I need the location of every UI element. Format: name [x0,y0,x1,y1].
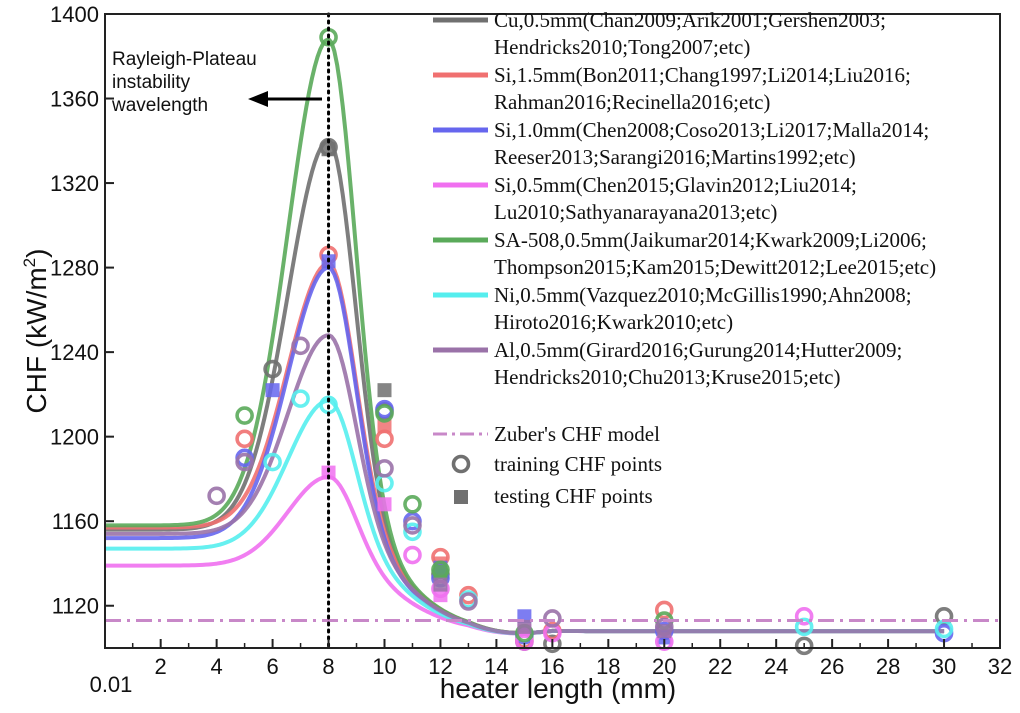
annotation-text: Rayleigh-Plateau instability wavelength [111,49,257,116]
legend-label-zuber: Zuber's CHF model [494,422,660,446]
training-point-4-2 [375,404,394,423]
y-tick-label-4: 1280 [50,256,99,281]
legend-label-3-1: Lu2010;Sathyanarayana2013;etc) [494,200,777,224]
testing-point-3-1 [377,497,392,512]
annotation-line-1: instability [112,72,191,93]
y-axis-title-sup: 2 [20,258,39,267]
training-point-6-4 [403,516,422,535]
training-point-6-3 [375,459,394,478]
training-point-3-0 [403,545,422,565]
y-tick-label-3: 1240 [50,340,99,365]
training-point-4-4 [431,560,450,580]
y-axis-title: CHF (kW/m2) [20,249,52,414]
training-point-6-1 [235,452,254,472]
testing-point-6-1 [517,619,532,634]
training-point-6-6 [543,609,562,628]
x-tick-label-3: 6 [266,654,278,679]
annotation-line-0: Rayleigh-Plateau [112,49,257,70]
legend-marker-testing [454,490,468,504]
legend-label-1-0: Si,1.5mm(Bon2011;Chang1997;Li2014;Liu201… [494,63,911,87]
training-point-0-6 [794,636,814,656]
legend-label-5-0: Ni,0.5mm(Vazquez2010;McGillis1990;Ahn200… [494,283,912,307]
legend-label-4-0: SA-508,0.5mm(Jaikumar2014;Kwark2009;Li20… [494,228,927,252]
training-point-6-2 [291,336,310,356]
x-tick-label-1: 2 [155,654,167,679]
testing-point-6-0 [433,577,448,592]
legend-label-1-1: Rahman2016;Recinella2016;etc) [494,90,770,114]
x-tick-label-8: 16 [540,654,564,679]
x-tick-label-2: 4 [211,654,223,679]
y-tick-label-7: 1400 [50,2,99,27]
training-point-5-4 [403,522,422,542]
y-tick-label-2: 1200 [50,425,99,450]
legend-marker-training [451,454,471,474]
x-tick-label-15: 30 [932,654,956,679]
y-axis-title-close: ) [21,249,52,258]
legend-label-0-0: Cu,0.5mm(Chan2009;Arik2001;Gershen2003; [494,8,886,32]
legend-label-6-0: Al,0.5mm(Girard2016;Gurung2014;Hutter200… [494,338,902,362]
annotation-arrow-head [248,91,268,107]
testing-point-0-1 [377,383,392,398]
x-tick-label-12: 24 [764,654,788,679]
legend-label-6-1: Hendricks2010;Chu2013;Kruse2015;etc) [494,365,840,389]
y-tick-label-1: 1160 [52,509,99,534]
legend-label-testing: testing CHF points [494,484,653,508]
training-point-0-7 [934,606,954,626]
x-tick-label-10: 20 [652,654,676,679]
y-axis-title-main: CHF (kW/m [21,267,52,413]
legend-label-4-1: Thompson2015;Kam2015;Dewitt2012;Lee2015;… [494,255,936,279]
x-tick-label-16: 32 [988,654,1012,679]
testing-point-2-0 [265,383,280,398]
y-tick-label-0: 1120 [52,594,99,619]
legend-label-2-0: Si,1.0mm(Chen2008;Coso2013;Li2017;Malla2… [494,118,929,142]
x-tick-label-4: 8 [322,654,334,679]
training-point-0-0 [263,359,282,379]
training-point-1-7 [654,600,674,620]
training-point-3-2 [515,632,534,651]
training-point-3-5 [794,606,814,626]
markers-layer [207,27,954,656]
x-tick-label-7: 14 [484,654,508,679]
legend-label-2-1: Reeser2013;Sarangi2016;Martins1992;etc) [494,145,856,169]
training-point-1-0 [235,429,254,449]
training-point-5-1 [291,389,310,408]
training-point-1-2 [375,429,394,449]
training-point-5-6 [794,617,814,637]
training-point-6-5 [459,592,478,611]
annotation-line-2: wavelength [111,95,208,116]
x-tick-label-0: 0.01 [90,672,133,697]
y-tick-label-6: 1360 [50,87,99,112]
testing-point-3-0 [321,465,336,480]
training-point-0-5 [543,634,562,654]
training-point-4-0 [235,406,254,425]
legend-label-5-1: Hiroto2016;Kwark2010;etc) [494,310,733,334]
x-tick-label-14: 28 [876,654,900,679]
legend-layer: Cu,0.5mm(Chan2009;Arik2001;Gershen2003; H… [433,8,936,508]
training-point-4-3 [403,494,422,514]
x-tick-label-9: 18 [596,654,620,679]
testing-point-1-0 [377,419,392,434]
x-tick-label-11: 22 [708,654,732,679]
training-point-6-0 [207,486,226,506]
y-tick-label-5: 1320 [50,171,99,196]
x-tick-label-6: 12 [428,654,452,679]
training-point-5-0 [263,452,282,472]
overlay-layer: Rayleigh-Plateau instability wavelength [105,12,1000,650]
x-tick-label-5: 10 [372,654,396,679]
x-tick-label-13: 26 [820,654,844,679]
legend-label-0-1: Hendricks2010;Tong2007;etc) [494,35,750,59]
x-axis-title: heater length (mm) [440,673,677,704]
legend-label-training: training CHF points [494,452,662,476]
legend-label-3-0: Si,0.5mm(Chen2015;Glavin2012;Liu2014; [494,173,857,197]
